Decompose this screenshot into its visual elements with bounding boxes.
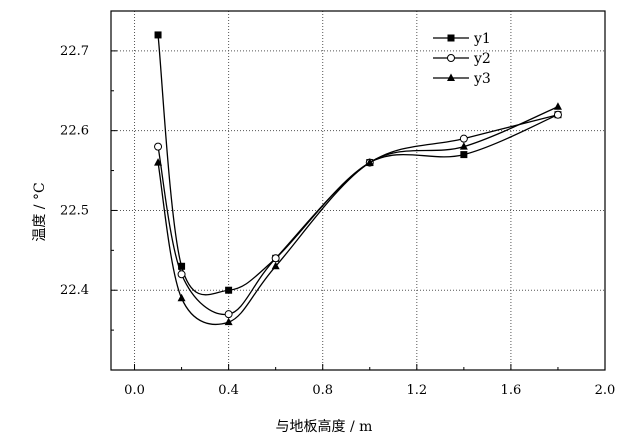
data-point <box>177 293 186 302</box>
data-point <box>224 310 233 319</box>
y-tick-label: 22.5 <box>60 203 89 218</box>
legend-label: y3 <box>473 71 491 87</box>
series-group <box>154 31 562 326</box>
data-point <box>177 270 186 279</box>
y-tick-label: 22.6 <box>60 124 89 139</box>
x-axis-title: 与地板高度 / m <box>276 418 373 435</box>
series-line <box>157 114 559 316</box>
series-y3 <box>154 102 562 326</box>
x-tick-label: 0.0 <box>124 383 145 398</box>
legend-marker <box>447 34 455 42</box>
x-tick-label: 1.6 <box>501 383 522 398</box>
legend-label: y2 <box>473 51 491 67</box>
axis-ticks: 0.0 0.4 0.8 1.2 1.6 2.0 22.4 22.5 22.6 22.7 <box>60 44 615 398</box>
data-point <box>553 110 562 119</box>
y-tick-label: 22.7 <box>60 44 89 59</box>
data-point <box>553 102 562 110</box>
x-tick-label: 0.8 <box>312 383 333 398</box>
legend: y1 y2 y3 <box>433 31 491 87</box>
series-line <box>157 34 559 296</box>
data-point <box>224 317 233 326</box>
plot-frame <box>110 10 606 371</box>
data-point <box>225 286 233 294</box>
x-tick-label: 2.0 <box>595 383 616 398</box>
data-point <box>178 262 186 270</box>
data-point <box>365 158 374 166</box>
legend-item: y1 <box>433 31 491 47</box>
data-point <box>154 158 163 166</box>
legend-marker <box>447 73 455 81</box>
series-y2 <box>154 110 562 319</box>
y-axis-title: 温度 / °C <box>32 182 48 241</box>
data-point <box>271 261 280 270</box>
grid-lines <box>111 11 605 370</box>
series-line <box>157 106 559 325</box>
legend-item: y2 <box>433 51 491 67</box>
x-tick-label: 1.2 <box>406 383 427 398</box>
x-tick-label: 0.4 <box>218 383 239 398</box>
data-point <box>271 254 280 263</box>
legend-label: y1 <box>473 31 491 47</box>
y-tick-label: 22.4 <box>60 283 89 298</box>
data-point <box>154 31 162 39</box>
legend-item: y3 <box>433 71 491 87</box>
data-point <box>460 151 468 159</box>
data-point <box>154 142 163 151</box>
data-point <box>459 142 468 150</box>
legend-marker <box>447 54 455 62</box>
series-y1 <box>154 31 562 296</box>
data-point <box>459 134 468 143</box>
